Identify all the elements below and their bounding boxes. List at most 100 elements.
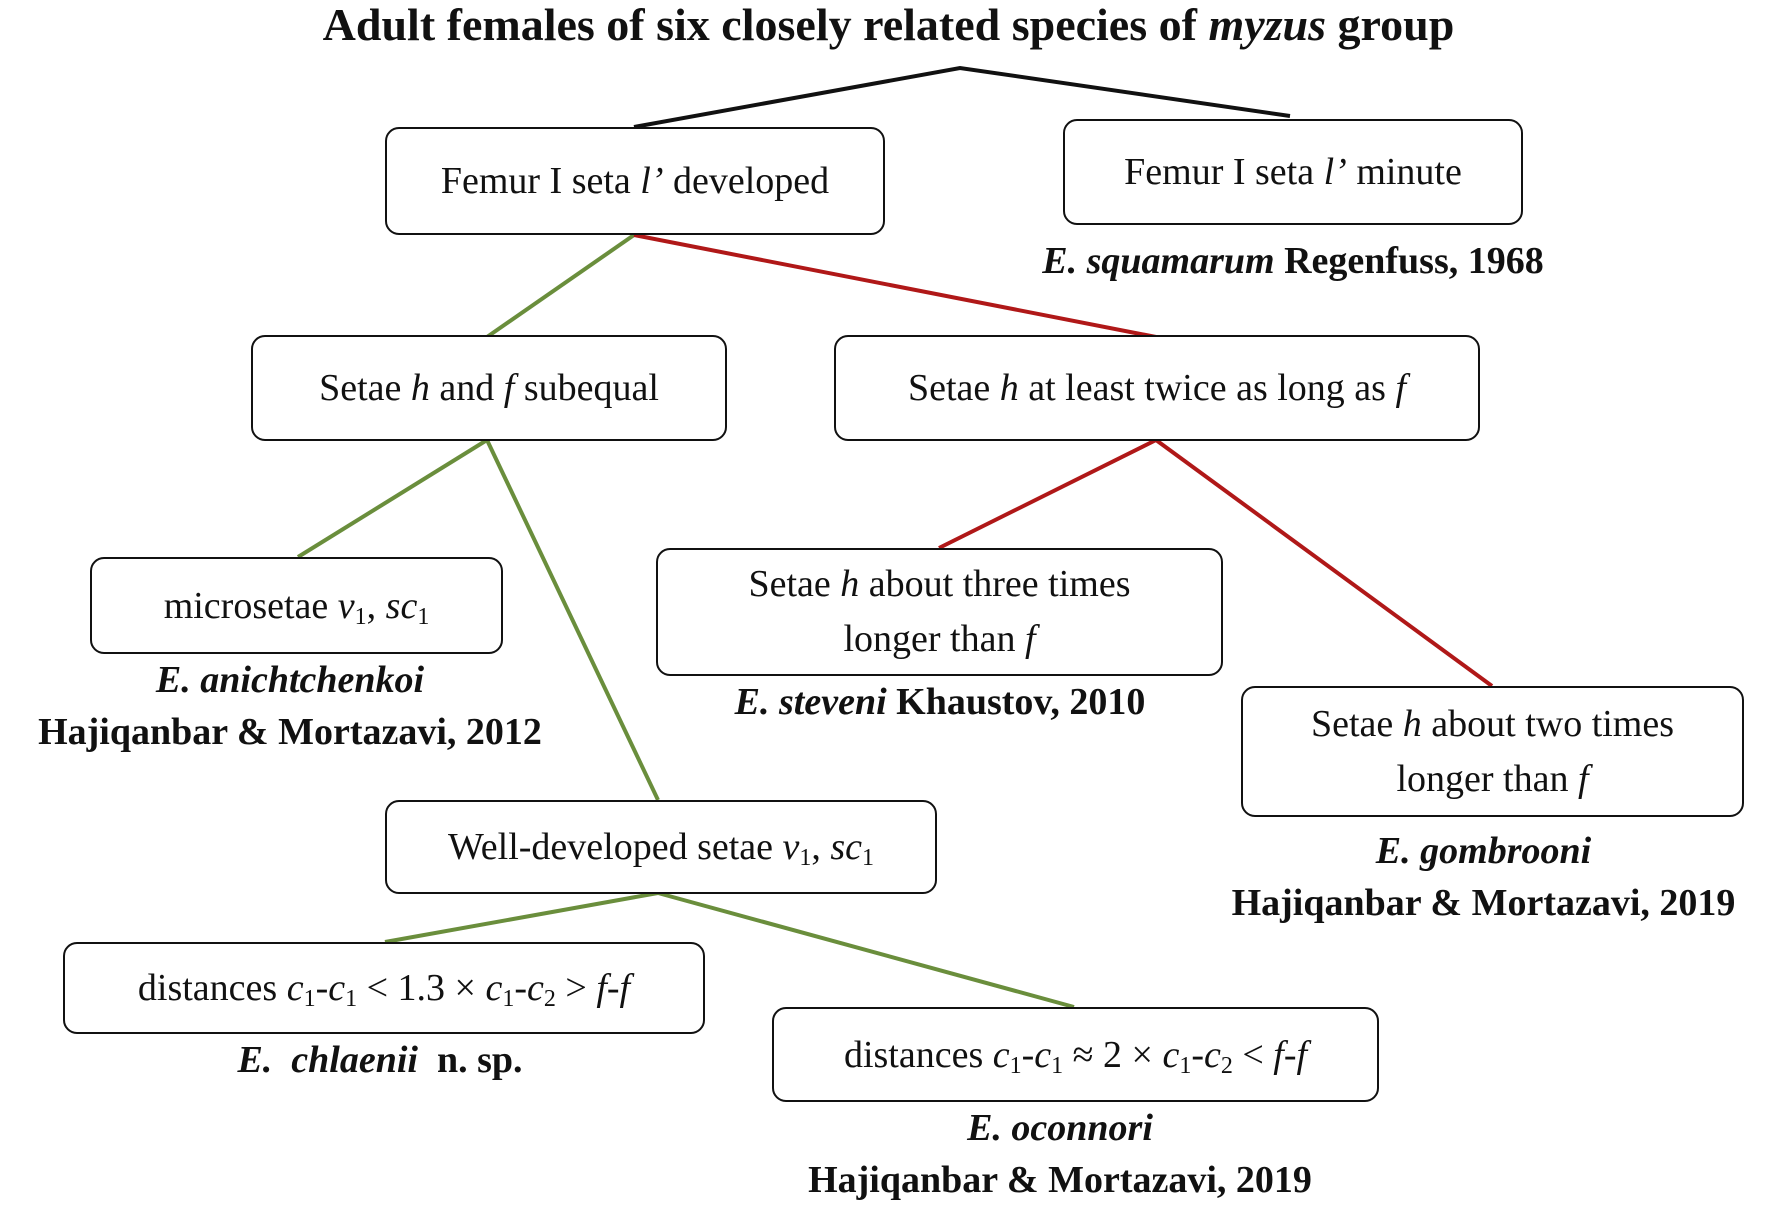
text-fragment: f-f — [1273, 1033, 1308, 1076]
text-fragment: developed — [663, 160, 830, 202]
text-fragment: f — [503, 367, 515, 409]
text-fragment: l’ — [640, 160, 664, 202]
text-fragment: 2 — [1220, 1052, 1233, 1079]
text-fragment: 1 — [799, 845, 812, 871]
text-fragment: c — [1162, 1033, 1180, 1076]
text-fragment: f-f — [596, 967, 631, 1009]
text-fragment: E. anichtchenkoi — [155, 659, 425, 701]
node-distances-chlaenii: distances c1-c1 < 1.3 × c1-c2 > f-f — [63, 942, 705, 1034]
text-fragment: Setae — [319, 367, 411, 409]
text-fragment: about two times — [1421, 702, 1675, 745]
text-fragment: 1 — [354, 603, 367, 630]
node-femur-minute: Femur I seta l’ minute — [1063, 119, 1523, 225]
text-fragment: f — [1024, 618, 1036, 660]
text-fragment: 1 — [303, 986, 316, 1012]
root-connector — [633, 65, 1291, 129]
text-fragment: h — [999, 367, 1019, 409]
text-fragment: h — [840, 563, 860, 605]
text-fragment: sc — [830, 826, 863, 868]
text-fragment: group — [1326, 0, 1455, 50]
species-anichtchenkoi: E. anichtchenkoi Hajiqanbar & Mortazavi,… — [0, 654, 580, 758]
text-fragment: subequal — [514, 367, 659, 409]
text-fragment: Setae — [907, 367, 1000, 409]
text-fragment: c — [1034, 1033, 1052, 1076]
text-fragment: microsetae — [163, 584, 338, 627]
edge-welldeveloped-to-oconnori — [657, 891, 1075, 1009]
text-fragment: 2 — [543, 986, 556, 1012]
text-fragment: Well-developed setae — [447, 826, 783, 868]
text-fragment: , — [811, 826, 831, 868]
text-fragment: c — [1203, 1033, 1221, 1076]
text-fragment: h — [410, 367, 430, 409]
text-fragment: ≈ 2 × — [1063, 1033, 1163, 1076]
text-fragment: < — [1232, 1033, 1274, 1076]
node-femur-developed: Femur I seta l’ developed — [385, 127, 885, 235]
text-fragment: E. steveni — [734, 681, 887, 723]
edge-twice-to-three — [938, 438, 1157, 550]
text-fragment: sc — [385, 584, 418, 627]
edge-femur-to-twice — [633, 233, 1157, 339]
edge-subequal-to-microsetae — [296, 438, 489, 559]
text-fragment: distances — [137, 967, 287, 1009]
text-fragment: n. sp. — [417, 1039, 523, 1081]
text-fragment: c — [527, 967, 544, 1009]
text-fragment: c — [992, 1033, 1010, 1076]
text-fragment: v — [337, 584, 355, 627]
text-fragment: E. squamarum — [1042, 240, 1275, 282]
text-fragment: and — [429, 367, 504, 409]
text-fragment: E. chlaenii — [237, 1039, 418, 1081]
text-fragment: 1 — [502, 986, 515, 1012]
node-distances-oconnori: distances c1-c1 ≈ 2 × c1-c2 < f-f — [772, 1007, 1379, 1102]
text-fragment: , — [366, 584, 386, 627]
text-fragment: 1 — [1009, 1052, 1022, 1079]
node-three-times: Setae h about three times longer than f — [656, 548, 1223, 676]
edge-welldeveloped-to-chlaenii — [384, 891, 659, 944]
species-gombrooni: E. gombrooni Hajiqanbar & Mortazavi, 201… — [1190, 825, 1777, 929]
node-setae-twice: Setae h at least twice as long as f — [834, 335, 1480, 441]
text-fragment: Khaustov, 2010 — [886, 681, 1146, 723]
text-fragment: 1 — [417, 603, 430, 630]
text-fragment: > — [555, 967, 597, 1009]
text-fragment: Femur I seta — [1124, 151, 1324, 193]
species-oconnori: E. oconnori Hajiqanbar & Mortazavi, 2019 — [740, 1102, 1380, 1206]
text-fragment: 1 — [1179, 1052, 1192, 1079]
species-oconnori-author: Hajiqanbar & Mortazavi, 2019 — [808, 1159, 1312, 1201]
diagram-title: Adult females of six closely related spe… — [0, 0, 1777, 50]
text-fragment: c — [286, 967, 304, 1009]
species-steveni: E. steveni Khaustov, 2010 — [660, 676, 1220, 728]
text-fragment: Setae — [1310, 702, 1403, 745]
text-fragment: 1 — [1051, 1052, 1064, 1079]
text-fragment: at least twice as long as — [1018, 367, 1396, 409]
species-anichtchenkoi-author: Hajiqanbar & Mortazavi, 2012 — [38, 711, 542, 753]
text-fragment: Setae — [748, 563, 841, 605]
text-fragment: c — [485, 967, 503, 1009]
text-fragment: v — [782, 826, 800, 868]
text-fragment: f — [1577, 757, 1589, 800]
text-fragment: l’ — [1323, 151, 1347, 193]
text-fragment: distances — [843, 1033, 993, 1076]
text-fragment: f — [1395, 367, 1407, 409]
text-fragment: 1 — [862, 845, 875, 871]
species-squamarum: E. squamarum Regenfuss, 1968 — [963, 235, 1623, 287]
text-fragment: Femur I seta — [440, 160, 641, 202]
text-fragment: 1 — [345, 986, 358, 1012]
species-gombrooni-author: Hajiqanbar & Mortazavi, 2019 — [1231, 882, 1736, 924]
species-chlaenii: E. chlaenii n. sp. — [100, 1034, 660, 1086]
node-setae-subequal: Setae h and f subequal — [251, 335, 727, 441]
text-fragment: longer than — [843, 618, 1025, 660]
text-fragment: h — [1402, 702, 1422, 745]
text-fragment: minute — [1346, 151, 1462, 193]
text-fragment: about three times — [859, 563, 1131, 605]
edge-femur-to-subequal — [485, 233, 636, 339]
text-fragment: myzus — [1208, 0, 1327, 50]
node-two-times: Setae h about two times longer than f — [1241, 686, 1744, 817]
node-well-developed: Well-developed setae v1, sc1 — [385, 800, 937, 894]
text-fragment: Regenfuss, 1968 — [1274, 240, 1544, 282]
text-fragment: - — [514, 967, 527, 1009]
text-fragment: E. oconnori — [967, 1107, 1153, 1149]
text-fragment: - — [1191, 1033, 1204, 1076]
text-fragment: - — [315, 967, 329, 1009]
text-fragment: longer than — [1396, 757, 1578, 800]
text-fragment: < 1.3 × — [357, 967, 486, 1009]
